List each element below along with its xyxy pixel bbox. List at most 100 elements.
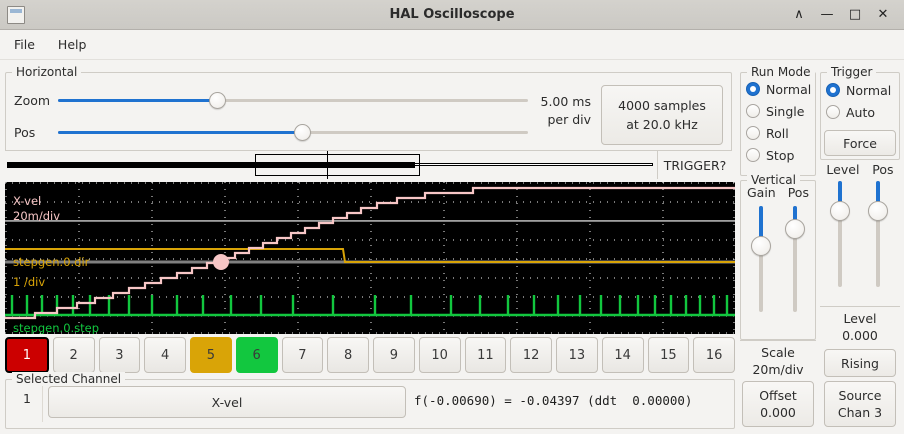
channel-button-6[interactable]: 6: [235, 337, 278, 373]
zoom-slider[interactable]: [58, 90, 528, 110]
sample-count: 4000 samples: [618, 98, 706, 113]
channel-button-9[interactable]: 9: [373, 337, 415, 373]
vertical-pos-knob[interactable]: [785, 219, 805, 240]
trigger-group: Trigger Normal Auto: [820, 65, 900, 160]
zoom-slider-knob[interactable]: [209, 92, 227, 109]
vertical-scale-value: 20m/div: [752, 361, 804, 377]
vertical-pos-fill: [793, 206, 797, 230]
run-mode-label-stop: Stop: [766, 147, 795, 163]
vertical-slider-area: [741, 200, 815, 312]
vertical-offset-value: 0.000: [760, 405, 796, 420]
trigger-level-value: 0.000: [842, 327, 878, 343]
trigger-level-slider[interactable]: [830, 181, 850, 287]
timebase-readout: 5.00 ms per div: [505, 93, 592, 129]
menu-bar: File Help: [0, 30, 904, 60]
scope-display[interactable]: X-vel 20m/div stepgen.0.dir 1 /div stepg…: [5, 182, 735, 334]
trigger-level-track: [838, 181, 842, 287]
selected-channel-label: Selected Channel: [12, 372, 126, 386]
run-mode-option-normal[interactable]: Normal: [741, 78, 815, 100]
radio-icon-roll[interactable]: [746, 126, 760, 140]
hpos-label: Pos: [14, 124, 36, 140]
radio-icon-stop[interactable]: [746, 148, 760, 162]
zoom-slider-track: [58, 99, 528, 102]
vertical-gain-track: [759, 206, 763, 312]
radio-icon-single[interactable]: [746, 104, 760, 118]
channel-button-15[interactable]: 15: [647, 337, 690, 373]
channel-button-11[interactable]: 11: [464, 337, 507, 373]
trigger-source-button[interactable]: Source Chan 3: [824, 381, 896, 427]
channel-button-14[interactable]: 14: [601, 337, 644, 373]
vertical-pos-slider[interactable]: [785, 206, 805, 312]
timebase-unit: per div: [547, 112, 591, 127]
trigger-force-button[interactable]: Force: [824, 130, 896, 156]
trigger-level-fill: [838, 181, 842, 211]
trigger-label-auto: Auto: [846, 104, 876, 120]
trigger-status: TRIGGER?: [657, 151, 732, 179]
trigger-group-label: Trigger: [827, 65, 877, 79]
menu-item-help[interactable]: Help: [57, 37, 87, 52]
trigger-level-readout: Level 0.000: [820, 306, 900, 346]
trace-x-vel: [5, 186, 735, 320]
vertical-gain-knob[interactable]: [751, 236, 771, 257]
radio-icon-trigger-normal[interactable]: [826, 83, 840, 97]
posbar-view-window[interactable]: [255, 154, 420, 176]
minimize-icon[interactable]: —: [820, 7, 834, 22]
channel-button-2[interactable]: 2: [52, 337, 95, 373]
horizontal-position-bar[interactable]: [5, 151, 655, 179]
trigger-source-title: Source: [838, 388, 882, 403]
zoom-slider-row: Zoom: [6, 90, 546, 110]
vertical-pos-track: [793, 206, 797, 312]
channel-button-7[interactable]: 7: [281, 337, 324, 373]
channel-button-3[interactable]: 3: [98, 337, 141, 373]
trigger-sliders: [820, 177, 900, 303]
close-icon[interactable]: ✕: [877, 7, 889, 22]
trigger-level-knob[interactable]: [830, 200, 850, 221]
shade-icon[interactable]: ∧: [794, 7, 804, 22]
hpos-slider-fill: [58, 131, 303, 134]
scope-background: [5, 182, 735, 334]
run-mode-option-stop[interactable]: Stop: [741, 144, 815, 166]
channel-button-10[interactable]: 10: [418, 337, 461, 373]
run-mode-label: Run Mode: [747, 65, 815, 79]
vertical-gain-slider[interactable]: [751, 206, 771, 312]
menu-item-file[interactable]: File: [14, 37, 35, 52]
run-mode-option-roll[interactable]: Roll: [741, 122, 815, 144]
radio-icon-trigger-auto[interactable]: [826, 105, 840, 119]
channel-button-5[interactable]: 5: [190, 337, 232, 373]
channel-button-1[interactable]: 1: [5, 337, 49, 373]
maximize-icon[interactable]: □: [848, 7, 862, 22]
horizontal-position-bar-area: TRIGGER?: [5, 150, 732, 179]
run-mode-option-single[interactable]: Single: [741, 100, 815, 122]
hpos-slider[interactable]: [58, 122, 528, 142]
scope-label-ch6-name: stepgen.0.step: [13, 321, 99, 334]
trigger-label-normal: Normal: [846, 82, 892, 98]
scope-grid: [5, 182, 735, 334]
channel-button-4[interactable]: 4: [144, 337, 186, 373]
radio-icon-normal[interactable]: [746, 82, 760, 96]
horizontal-group: Horizontal Zoom Pos 5.00 ms per div 4000…: [5, 65, 732, 178]
trigger-pos-slider-label: Pos: [872, 162, 894, 177]
channel-button-12[interactable]: 12: [510, 337, 552, 373]
channel-button-16[interactable]: 16: [693, 337, 735, 373]
vertical-offset-button[interactable]: Offset 0.000: [742, 381, 814, 427]
selected-channel-number: 1: [23, 391, 31, 406]
posbar-captured-region: [7, 162, 415, 168]
window-icon: [7, 5, 25, 24]
trigger-option-normal[interactable]: Normal: [821, 79, 899, 101]
trigger-pos-slider[interactable]: [868, 181, 888, 287]
channel-button-8[interactable]: 8: [327, 337, 369, 373]
vertical-scale-readout: Scale 20m/div: [740, 340, 816, 380]
hpos-slider-knob[interactable]: [293, 124, 311, 141]
channel-button-13[interactable]: 13: [556, 337, 598, 373]
sample-rate-box[interactable]: 4000 samples at 20.0 kHz: [601, 85, 723, 145]
trigger-pos-knob[interactable]: [868, 200, 888, 221]
run-mode-label-single: Single: [766, 103, 805, 119]
run-mode-label-roll: Roll: [766, 125, 789, 141]
trigger-pos-track: [876, 181, 880, 287]
selected-channel-signal-button[interactable]: X-vel: [48, 386, 406, 418]
vertical-slider-labels: Gain Pos: [741, 181, 815, 200]
trigger-level-slider-label: Level: [826, 162, 860, 177]
trigger-option-auto[interactable]: Auto: [821, 101, 899, 123]
vertical-offset-title: Offset: [759, 388, 797, 403]
trigger-edge-button[interactable]: Rising: [824, 349, 896, 377]
